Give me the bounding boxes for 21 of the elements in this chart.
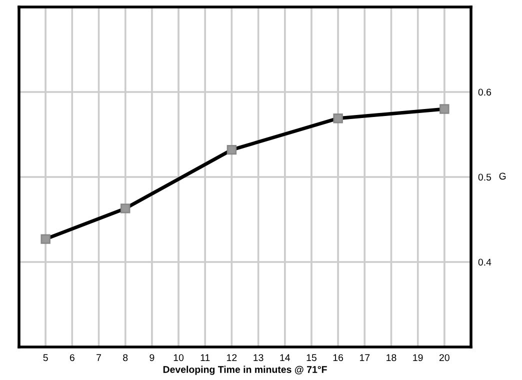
x-tick-label: 10 xyxy=(174,354,184,362)
y-tick-label: 0.4 xyxy=(478,258,492,266)
x-tick-label: 11 xyxy=(200,354,210,361)
x-tick-label: 6 xyxy=(70,354,74,362)
x-tick-label: 16 xyxy=(333,354,344,362)
x-tick-label: 15 xyxy=(306,354,316,362)
x-axis-title: Developing Time in minutes @ 71°F xyxy=(163,366,327,375)
x-tick-label: 20 xyxy=(439,354,450,362)
x-tick-label: 14 xyxy=(280,354,290,361)
x-tick-label: 5 xyxy=(43,354,48,362)
x-tick-label: 17 xyxy=(360,354,370,361)
y-tick-label: 0.5 xyxy=(478,174,492,181)
x-tick-label: 13 xyxy=(254,354,264,362)
x-tick-label: 8 xyxy=(123,354,128,362)
x-tick-label: 7 xyxy=(96,354,101,361)
y-axis-title: G xyxy=(499,172,506,180)
x-tick-label: 12 xyxy=(227,354,237,361)
x-tick-label: 19 xyxy=(413,354,423,362)
y-tick-label: 0.6 xyxy=(478,88,492,96)
x-tick-label: 9 xyxy=(150,354,154,362)
x-tick-label: 18 xyxy=(386,354,396,362)
